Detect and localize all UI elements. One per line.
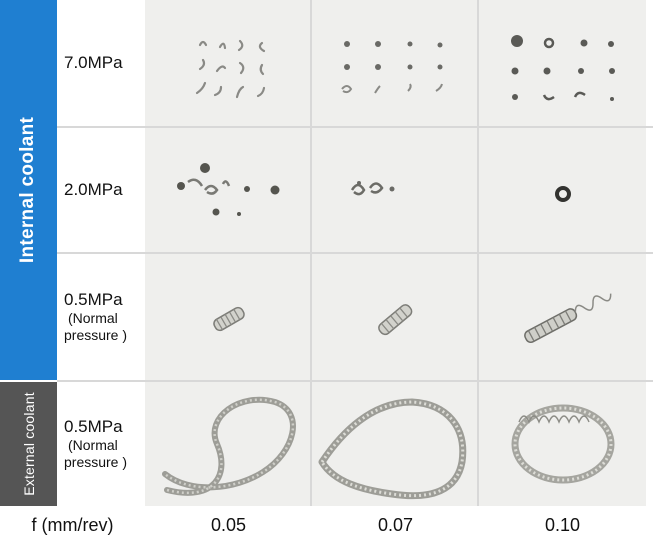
row-note: (Normal: [68, 310, 118, 326]
feed-tick-0-10: 0.10: [544, 514, 581, 535]
chip-photo-2mpa-010: [479, 128, 646, 252]
row-note: pressure ): [64, 454, 128, 470]
row-note: (Normal: [68, 437, 118, 453]
row-label-0-5mpa-internal: 0.5MPa (Normal pressure ): [57, 254, 145, 380]
external-coolant-band: External coolant: [0, 382, 57, 506]
row-divider: [57, 126, 653, 128]
internal-coolant-label: Internal coolant: [17, 116, 39, 264]
chip-comparison-table: Internal coolant External coolant 7.0MPa…: [0, 0, 653, 506]
short-coil-chip-photo: [213, 306, 245, 332]
small-curled-chips-photo: [195, 39, 266, 99]
chip-photo-0-5mpa-ext-010: [479, 382, 646, 506]
chip-photo-2mpa-005: [145, 128, 312, 252]
row-pressure: 7.0MPa: [64, 53, 123, 72]
row-pressure: 0.5MPa: [64, 290, 123, 309]
row-label-0-5mpa-external: 0.5MPa (Normal pressure ): [57, 382, 145, 506]
chip-photo-7mpa-005: [145, 0, 312, 126]
crushed-chips-photo: [350, 181, 395, 196]
feed-axis-label: f (mm/rev): [31, 514, 114, 535]
long-loop-chip-photo: [162, 396, 296, 496]
row-label-2mpa: 2.0MPa: [57, 128, 145, 252]
column-divider: [310, 0, 312, 506]
short-coil-chip-photo: [378, 304, 413, 336]
chip-photo-0-5mpa-ext-005: [145, 382, 312, 506]
small-dot-chips-photo: [341, 41, 443, 94]
internal-coolant-band: Internal coolant: [0, 0, 57, 380]
column-divider: [477, 0, 479, 506]
chip-photo-0-5mpa-int-005: [145, 254, 312, 380]
crushed-chips-photo: [177, 163, 280, 216]
long-loop-chip-photo: [318, 398, 467, 500]
chip-photo-7mpa-010: [479, 0, 646, 126]
feed-tick-0-05: 0.05: [210, 514, 247, 535]
long-spiral-loop-chip-photo: [511, 404, 615, 484]
small-dot-chips-photo: [511, 35, 615, 101]
row-note: pressure ): [64, 327, 128, 343]
row-label-7mpa: 7.0MPa: [57, 0, 145, 126]
row-divider: [57, 380, 653, 382]
single-ring-chip-photo: [555, 186, 571, 202]
chip-photo-2mpa-007: [312, 128, 479, 252]
row-pressure: 2.0MPa: [64, 180, 123, 199]
chip-photo-7mpa-007: [312, 0, 479, 126]
external-coolant-label: External coolant: [20, 392, 37, 496]
row-pressure: 0.5MPa: [64, 417, 123, 436]
row-divider: [57, 252, 653, 254]
chip-photo-0-5mpa-int-007: [312, 254, 479, 380]
chip-photo-0-5mpa-int-010: [479, 254, 646, 380]
feed-tick-0-07: 0.07: [377, 514, 414, 535]
spiral-coil-chip-photo: [524, 293, 612, 344]
chip-photo-0-5mpa-ext-007: [312, 382, 479, 506]
